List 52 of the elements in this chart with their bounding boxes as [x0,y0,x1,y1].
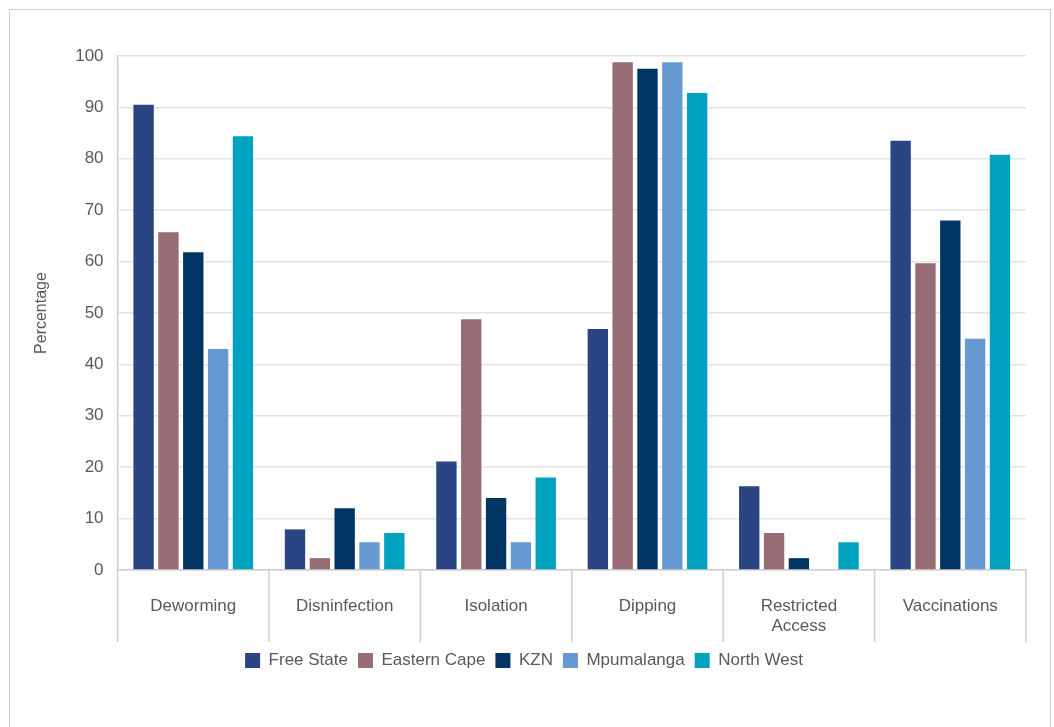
bar [964,338,986,570]
y-axis-title: Percentage [32,271,50,354]
bar [686,93,708,570]
x-tick-label: Restricted Access [760,595,838,636]
bar [739,486,760,570]
y-tick-label: 0 [94,559,104,579]
bar [788,558,810,570]
bar [461,319,482,570]
bar [587,328,608,570]
y-tick-label: 50 [84,302,104,322]
bar [940,220,961,570]
bar [612,62,633,570]
y-tick-label: 20 [84,456,104,476]
bar [359,542,380,570]
y-tick-label: 30 [84,405,104,425]
bar [436,461,457,570]
bar [637,68,658,570]
bar [838,542,859,570]
bar [662,62,683,570]
y-tick-label: 70 [84,199,104,219]
bar [890,140,911,570]
x-tick-label: Deworming [150,595,237,615]
y-tick-label: 60 [84,251,104,271]
bar [510,542,532,570]
y-tick-label: 100 [75,45,104,65]
legend-label: North West [718,650,804,670]
bar [207,348,229,570]
legend-label: Free State [268,650,348,670]
bar [284,529,306,570]
bar [183,252,204,570]
x-tick-label: Isolation [464,595,528,615]
x-tick-label: Disninfection [296,595,394,615]
y-tick-label: 90 [84,97,104,117]
bar [309,558,331,570]
bar [334,508,355,570]
y-tick-label: 80 [84,148,104,168]
bar [232,136,254,570]
bar [133,104,154,570]
legend-label: Mpumalanga [586,650,686,670]
bar [989,154,1011,570]
bar [485,498,507,570]
bar [158,232,179,570]
y-tick-label: 10 [84,508,104,528]
bar [763,532,785,570]
bar [384,532,405,570]
y-tick-label: 40 [84,354,104,374]
x-tick-label: Vaccinations [902,595,998,615]
legend-label: KZN [518,650,553,670]
bar [915,263,936,570]
bar [535,477,556,570]
legend-label: Eastern Cape [381,650,486,670]
x-tick-label: Dipping [618,595,677,615]
